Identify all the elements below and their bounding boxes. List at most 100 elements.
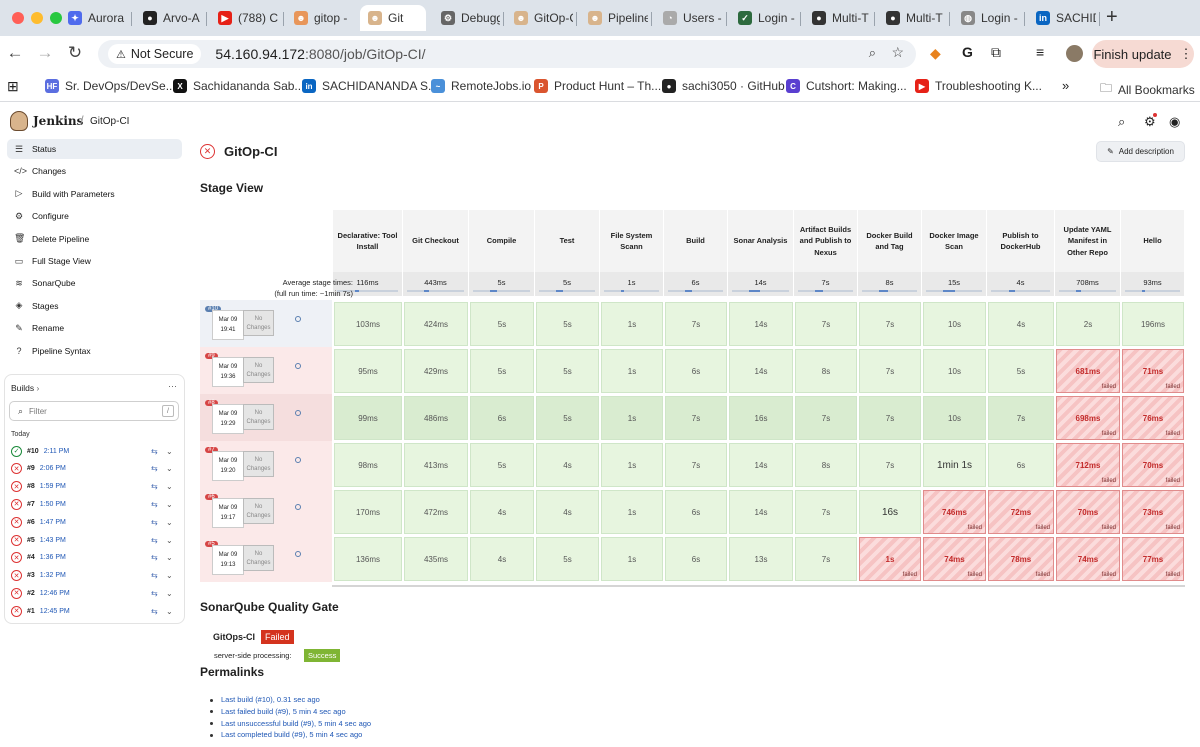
- stage-cell[interactable]: 424ms: [404, 302, 468, 346]
- run-info-icon[interactable]: [295, 457, 301, 463]
- stage-cell[interactable]: 712ms failed: [1056, 443, 1120, 487]
- chevron-down-icon[interactable]: ⌄: [166, 517, 173, 527]
- build-number[interactable]: #4: [27, 554, 35, 562]
- browser-tab[interactable]: ● Multi-T: [804, 5, 871, 31]
- stage-cell[interactable]: 7s: [859, 302, 921, 346]
- stage-cell[interactable]: 7s: [859, 349, 921, 393]
- build-time[interactable]: 2:06 PM: [39, 465, 66, 473]
- run-info-icon[interactable]: [295, 410, 301, 416]
- bookmark-item[interactable]: in SACHIDANANDA S...: [302, 79, 438, 93]
- permalink-link[interactable]: Last build (#10), 0.31 sec ago: [221, 695, 320, 704]
- chevron-down-icon[interactable]: ⌄: [166, 482, 173, 492]
- chevron-down-icon[interactable]: ⌄: [166, 535, 173, 545]
- zoom-icon[interactable]: ⌕: [868, 45, 876, 60]
- sidebar-item-pipeline-syntax[interactable]: ? Pipeline Syntax: [7, 341, 182, 361]
- jenkins-brand[interactable]: Jenkins: [33, 114, 84, 128]
- run-number-badge[interactable]: #9: [205, 353, 218, 359]
- stage-cell[interactable]: 70ms failed: [1122, 443, 1184, 487]
- zoom-window-button[interactable]: [50, 12, 62, 24]
- stage-cell[interactable]: 4s: [536, 490, 599, 534]
- browser-tab[interactable]: ☻ Git: [360, 5, 426, 31]
- stage-cell[interactable]: 1s: [601, 396, 663, 440]
- close-window-button[interactable]: [12, 12, 24, 24]
- run-label[interactable]: #6 Mar 09 19:17 No Changes: [200, 490, 332, 536]
- browser-tab[interactable]: ☻ Pipeline: [580, 5, 648, 31]
- stage-cell[interactable]: 1s: [601, 443, 663, 487]
- stage-cell[interactable]: 70ms failed: [1056, 490, 1120, 534]
- browser-tab[interactable]: ● Multi-T: [878, 5, 946, 31]
- build-row[interactable]: ✕ #5 1:43 PM ⇆ ⌄: [11, 532, 179, 548]
- bookmark-star-icon[interactable]: ☆: [891, 44, 904, 60]
- stage-cell[interactable]: 13s: [729, 537, 793, 581]
- bookmark-item[interactable]: HF Sr. DevOps/DevSe...: [45, 79, 176, 93]
- chevron-down-icon[interactable]: ⌄: [166, 464, 173, 474]
- stage-cell[interactable]: 6s: [665, 537, 727, 581]
- stage-cell[interactable]: 8s: [795, 443, 857, 487]
- build-time[interactable]: 1:36 PM: [39, 554, 66, 562]
- permalink-link[interactable]: Last failed build (#9), 5 min 4 sec ago: [221, 706, 346, 716]
- chevron-down-icon[interactable]: ⌄: [166, 446, 173, 456]
- user-icon[interactable]: ◉: [1169, 114, 1181, 129]
- build-time[interactable]: 2:11 PM: [43, 447, 70, 455]
- stage-cell[interactable]: 472ms: [404, 490, 468, 534]
- stage-cell[interactable]: 5s: [536, 302, 599, 346]
- stage-cell[interactable]: 5s: [536, 537, 599, 581]
- permalink-link[interactable]: Last completed build (#9), 5 min 4 sec a…: [221, 730, 363, 740]
- gear-icon[interactable]: ⚙: [1144, 114, 1156, 129]
- stage-cell[interactable]: 6s: [665, 349, 727, 393]
- stage-cell[interactable]: 76ms failed: [1122, 396, 1184, 440]
- run-info-icon[interactable]: [295, 316, 301, 322]
- stage-cell[interactable]: 5s: [536, 396, 599, 440]
- pipeline-graph-icon[interactable]: ⇆: [151, 499, 158, 509]
- stage-cell[interactable]: 4s: [470, 490, 534, 534]
- stage-cell[interactable]: 6s: [665, 490, 727, 534]
- sidebar-item-status[interactable]: ☰ Status: [7, 139, 182, 159]
- pipeline-graph-icon[interactable]: ⇆: [151, 535, 158, 545]
- build-row[interactable]: ✕ #7 1:50 PM ⇆ ⌄: [11, 496, 179, 512]
- sidebar-item-sonarqube[interactable]: ≋ SonarQube: [7, 273, 182, 293]
- stage-cell[interactable]: 14s: [729, 302, 793, 346]
- browser-tab[interactable]: ▶ (788) C: [210, 5, 280, 31]
- browser-tab[interactable]: ☻ GitOp-C: [506, 5, 573, 31]
- chevron-down-icon[interactable]: ⌄: [166, 588, 173, 598]
- bookmark-item[interactable]: C Cutshort: Making...: [786, 79, 907, 93]
- stage-cell[interactable]: 6s: [470, 396, 534, 440]
- stage-cell[interactable]: 95ms: [334, 349, 402, 393]
- jenkins-logo[interactable]: [10, 111, 28, 131]
- sidebar-item-full-stage-view[interactable]: ▭ Full Stage View: [7, 251, 182, 271]
- run-info-icon[interactable]: [295, 504, 301, 510]
- stage-cell[interactable]: 72ms failed: [988, 490, 1054, 534]
- stage-cell[interactable]: 136ms: [334, 537, 402, 581]
- build-number[interactable]: #8: [27, 483, 35, 491]
- stage-cell[interactable]: 103ms: [334, 302, 402, 346]
- build-number[interactable]: #5: [27, 536, 35, 544]
- chevron-down-icon[interactable]: ⌄: [166, 553, 173, 563]
- pipeline-graph-icon[interactable]: ⇆: [151, 588, 158, 598]
- stage-cell[interactable]: 73ms failed: [1122, 490, 1184, 534]
- build-time[interactable]: 1:47 PM: [39, 518, 66, 526]
- build-number[interactable]: #6: [27, 518, 35, 526]
- stage-cell[interactable]: 7s: [859, 443, 921, 487]
- stage-cell[interactable]: 7s: [665, 302, 727, 346]
- sidebar-item-build-with-parameters[interactable]: ▷ Build with Parameters: [7, 184, 182, 204]
- stage-cell[interactable]: 5s: [988, 349, 1054, 393]
- stage-cell[interactable]: 5s: [470, 443, 534, 487]
- run-label[interactable]: #7 Mar 09 19:20 No Changes: [200, 443, 332, 489]
- permalink-link[interactable]: Last unsuccessful build (#9), 5 min 4 se…: [221, 718, 372, 728]
- stage-cell[interactable]: 78ms failed: [988, 537, 1054, 581]
- stage-cell[interactable]: 74ms failed: [1056, 537, 1120, 581]
- browser-tab[interactable]: ◍ Login -: [953, 5, 1021, 31]
- stage-cell[interactable]: 98ms: [334, 443, 402, 487]
- chevron-down-icon[interactable]: ⌄: [166, 606, 173, 616]
- build-row[interactable]: ✓ #10 2:11 PM ⇆ ⌄: [11, 443, 179, 459]
- back-icon[interactable]: ←: [6, 43, 24, 62]
- build-number[interactable]: #7: [27, 500, 35, 508]
- run-label[interactable]: #5 Mar 09 19:13 No Changes: [200, 537, 332, 583]
- stage-cell[interactable]: 7s: [795, 396, 857, 440]
- stage-cell[interactable]: 429ms: [404, 349, 468, 393]
- pipeline-graph-icon[interactable]: ⇆: [151, 517, 158, 527]
- browser-tab[interactable]: ◔ Users -: [655, 5, 723, 31]
- stage-cell[interactable]: 7s: [665, 396, 727, 440]
- stage-cell[interactable]: 170ms: [334, 490, 402, 534]
- chevron-down-icon[interactable]: ⌄: [166, 571, 173, 581]
